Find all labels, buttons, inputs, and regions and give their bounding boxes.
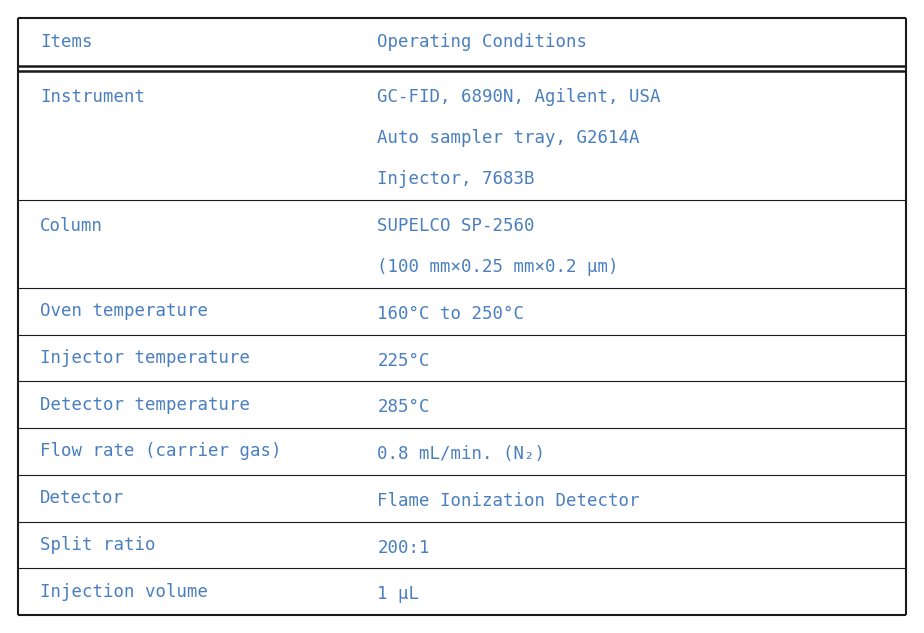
Text: Injector, 7683B: Injector, 7683B <box>377 170 535 189</box>
Text: Detector temperature: Detector temperature <box>40 396 250 414</box>
Text: 0.8 mL/min. (N₂): 0.8 mL/min. (N₂) <box>377 445 545 463</box>
Text: Instrument: Instrument <box>40 88 145 106</box>
Text: 285°C: 285°C <box>377 399 430 417</box>
Text: GC-FID, 6890N, Agilent, USA: GC-FID, 6890N, Agilent, USA <box>377 88 661 106</box>
Text: Split ratio: Split ratio <box>40 536 155 554</box>
Text: 1 μL: 1 μL <box>377 586 419 603</box>
Text: Injector temperature: Injector temperature <box>40 349 250 367</box>
Text: SUPELCO SP-2560: SUPELCO SP-2560 <box>377 217 535 235</box>
Text: Auto sampler tray, G2614A: Auto sampler tray, G2614A <box>377 129 640 147</box>
Text: 225°C: 225°C <box>377 352 430 370</box>
Text: Column: Column <box>40 217 103 235</box>
Text: Flow rate (carrier gas): Flow rate (carrier gas) <box>40 442 282 460</box>
Text: Flame Ionization Detector: Flame Ionization Detector <box>377 492 640 510</box>
Text: Injection volume: Injection volume <box>40 582 208 601</box>
Text: (100 mm×0.25 mm×0.2 μm): (100 mm×0.25 mm×0.2 μm) <box>377 258 619 276</box>
Text: Items: Items <box>40 33 92 51</box>
Text: Oven temperature: Oven temperature <box>40 302 208 320</box>
Text: Detector: Detector <box>40 489 124 507</box>
Text: 160°C to 250°C: 160°C to 250°C <box>377 305 525 323</box>
Text: Operating Conditions: Operating Conditions <box>377 33 588 51</box>
Text: 200:1: 200:1 <box>377 539 430 556</box>
